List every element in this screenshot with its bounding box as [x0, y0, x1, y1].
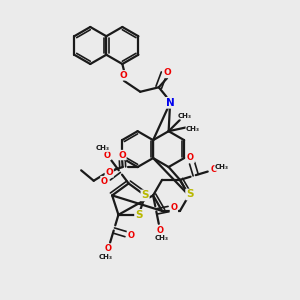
Text: CH₃: CH₃	[178, 113, 192, 119]
Text: O: O	[187, 154, 194, 163]
Text: O: O	[105, 168, 113, 177]
Text: O: O	[163, 68, 171, 77]
Text: CH₃: CH₃	[186, 126, 200, 132]
Text: O: O	[105, 244, 112, 253]
Text: CH₃: CH₃	[95, 145, 109, 151]
Text: S: S	[186, 190, 194, 200]
Text: O: O	[211, 165, 218, 174]
Text: O: O	[128, 231, 134, 240]
Text: O: O	[170, 203, 177, 212]
Text: S: S	[141, 190, 149, 200]
Text: O: O	[101, 177, 108, 186]
Text: S: S	[135, 210, 142, 220]
Text: CH₃: CH₃	[215, 164, 229, 170]
Text: O: O	[118, 151, 126, 160]
Text: O: O	[120, 71, 128, 80]
Text: O: O	[104, 151, 111, 160]
Text: O: O	[157, 226, 164, 235]
Text: CH₃: CH₃	[99, 254, 113, 260]
Text: CH₃: CH₃	[155, 236, 169, 242]
Text: N: N	[166, 98, 175, 108]
